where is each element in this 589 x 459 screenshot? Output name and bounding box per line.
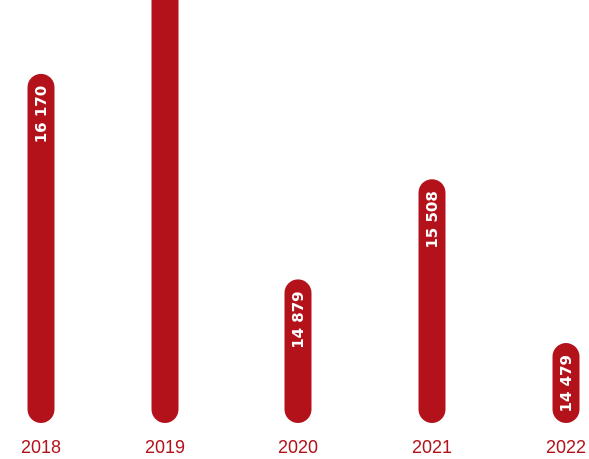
category-labels-group: 2018 2019 2020 2021 2022 (21, 437, 586, 457)
category-label-2020: 2020 (278, 437, 318, 457)
bar-2019 (151, 0, 179, 423)
value-label-2018: 16 170 (32, 86, 50, 143)
category-label-2022: 2022 (546, 437, 586, 457)
bar-2021 (418, 179, 446, 423)
category-label-2019: 2019 (145, 437, 185, 457)
category-label-2021: 2021 (412, 437, 452, 457)
value-label-2022: 14 479 (557, 355, 575, 412)
bar-2020 (284, 279, 312, 423)
value-label-2021: 15 508 (423, 191, 441, 248)
bars-group (27, 0, 580, 423)
value-label-2020: 14 879 (289, 291, 307, 348)
bar-2018 (27, 73, 55, 423)
bar-2022 (552, 343, 580, 423)
category-label-2018: 2018 (21, 437, 61, 457)
